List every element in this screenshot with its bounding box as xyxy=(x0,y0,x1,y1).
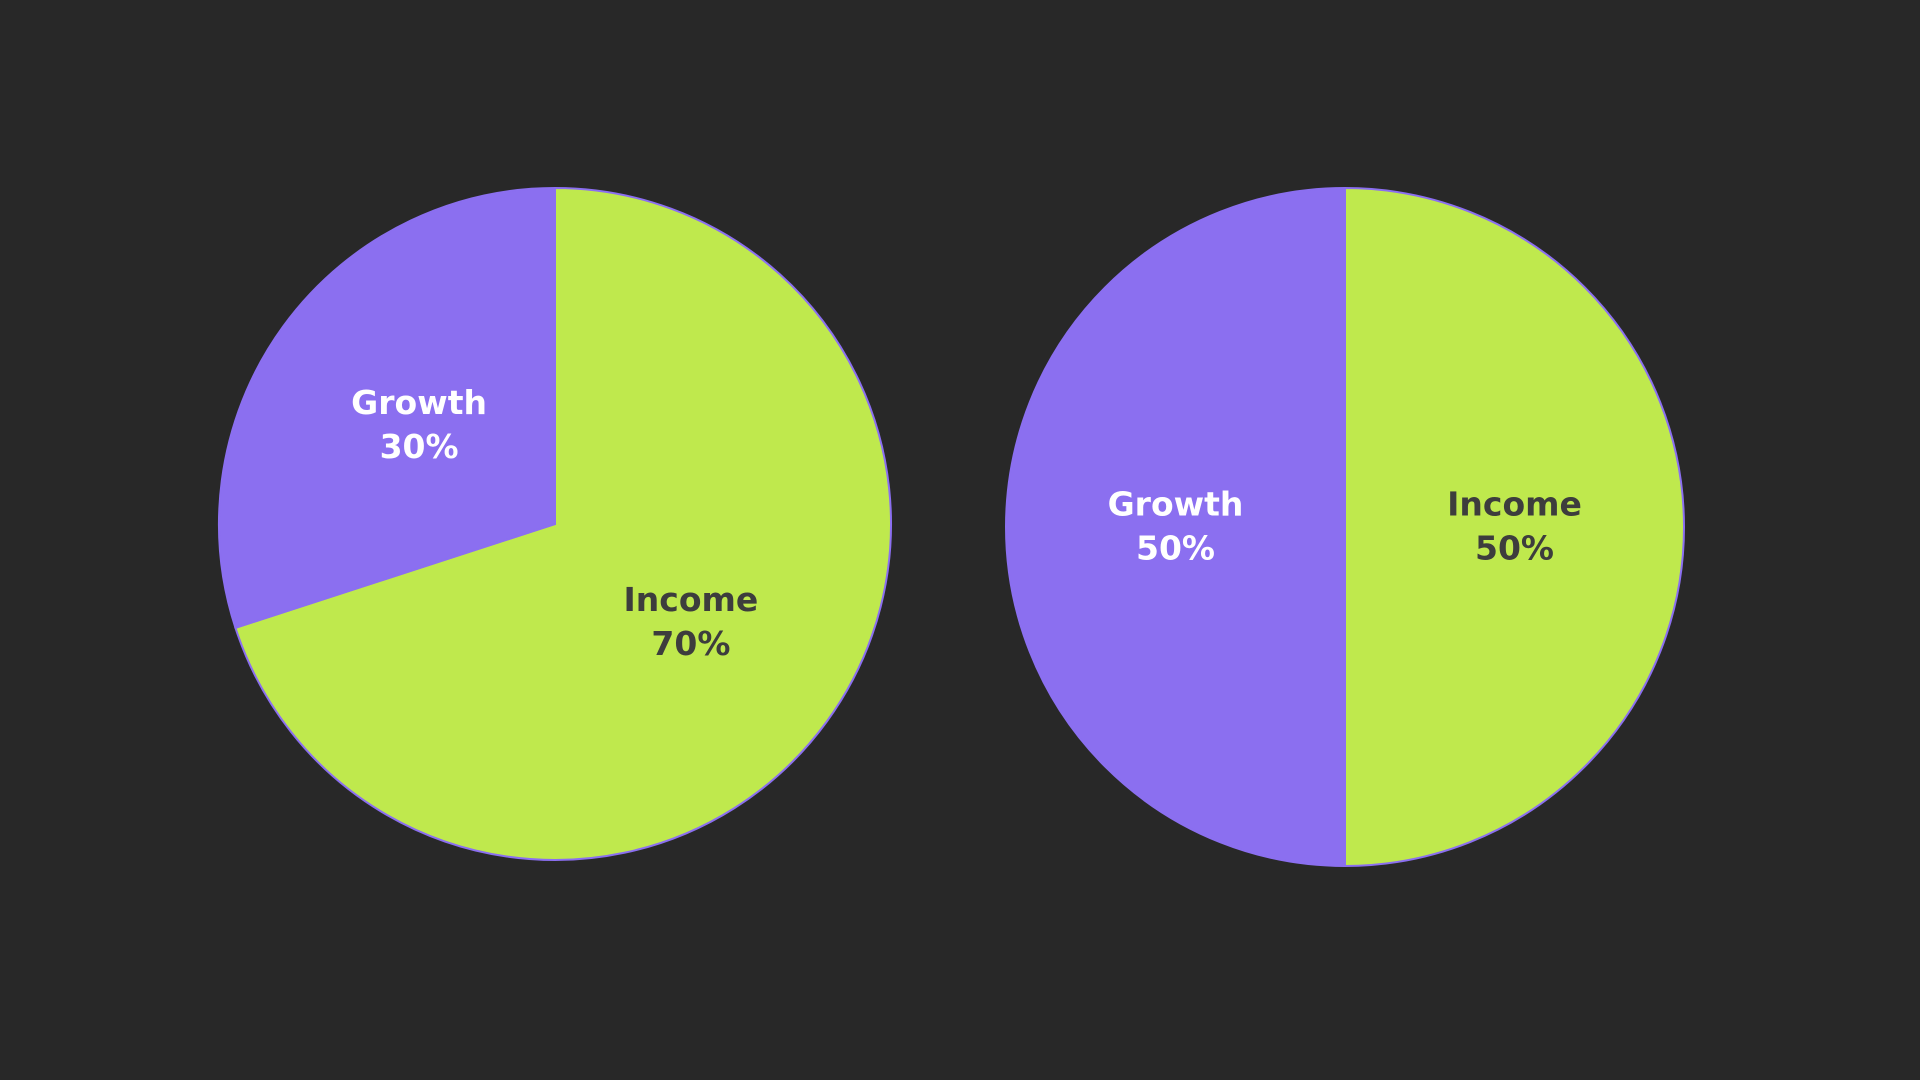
slice-value-label: 30% xyxy=(380,427,459,466)
slice-label: Income xyxy=(624,580,759,619)
slice-value-label: 70% xyxy=(651,624,730,663)
slice-label: Growth xyxy=(1108,485,1244,524)
pie-slice xyxy=(234,186,892,861)
slice-label: Income xyxy=(1447,485,1582,524)
pie-slice xyxy=(218,186,556,630)
slice-value-label: 50% xyxy=(1136,529,1215,568)
pie-slice xyxy=(1005,186,1346,868)
slice-value-label: 50% xyxy=(1475,529,1554,568)
pie-slice xyxy=(1344,186,1685,868)
slice-label: Growth xyxy=(351,383,487,422)
